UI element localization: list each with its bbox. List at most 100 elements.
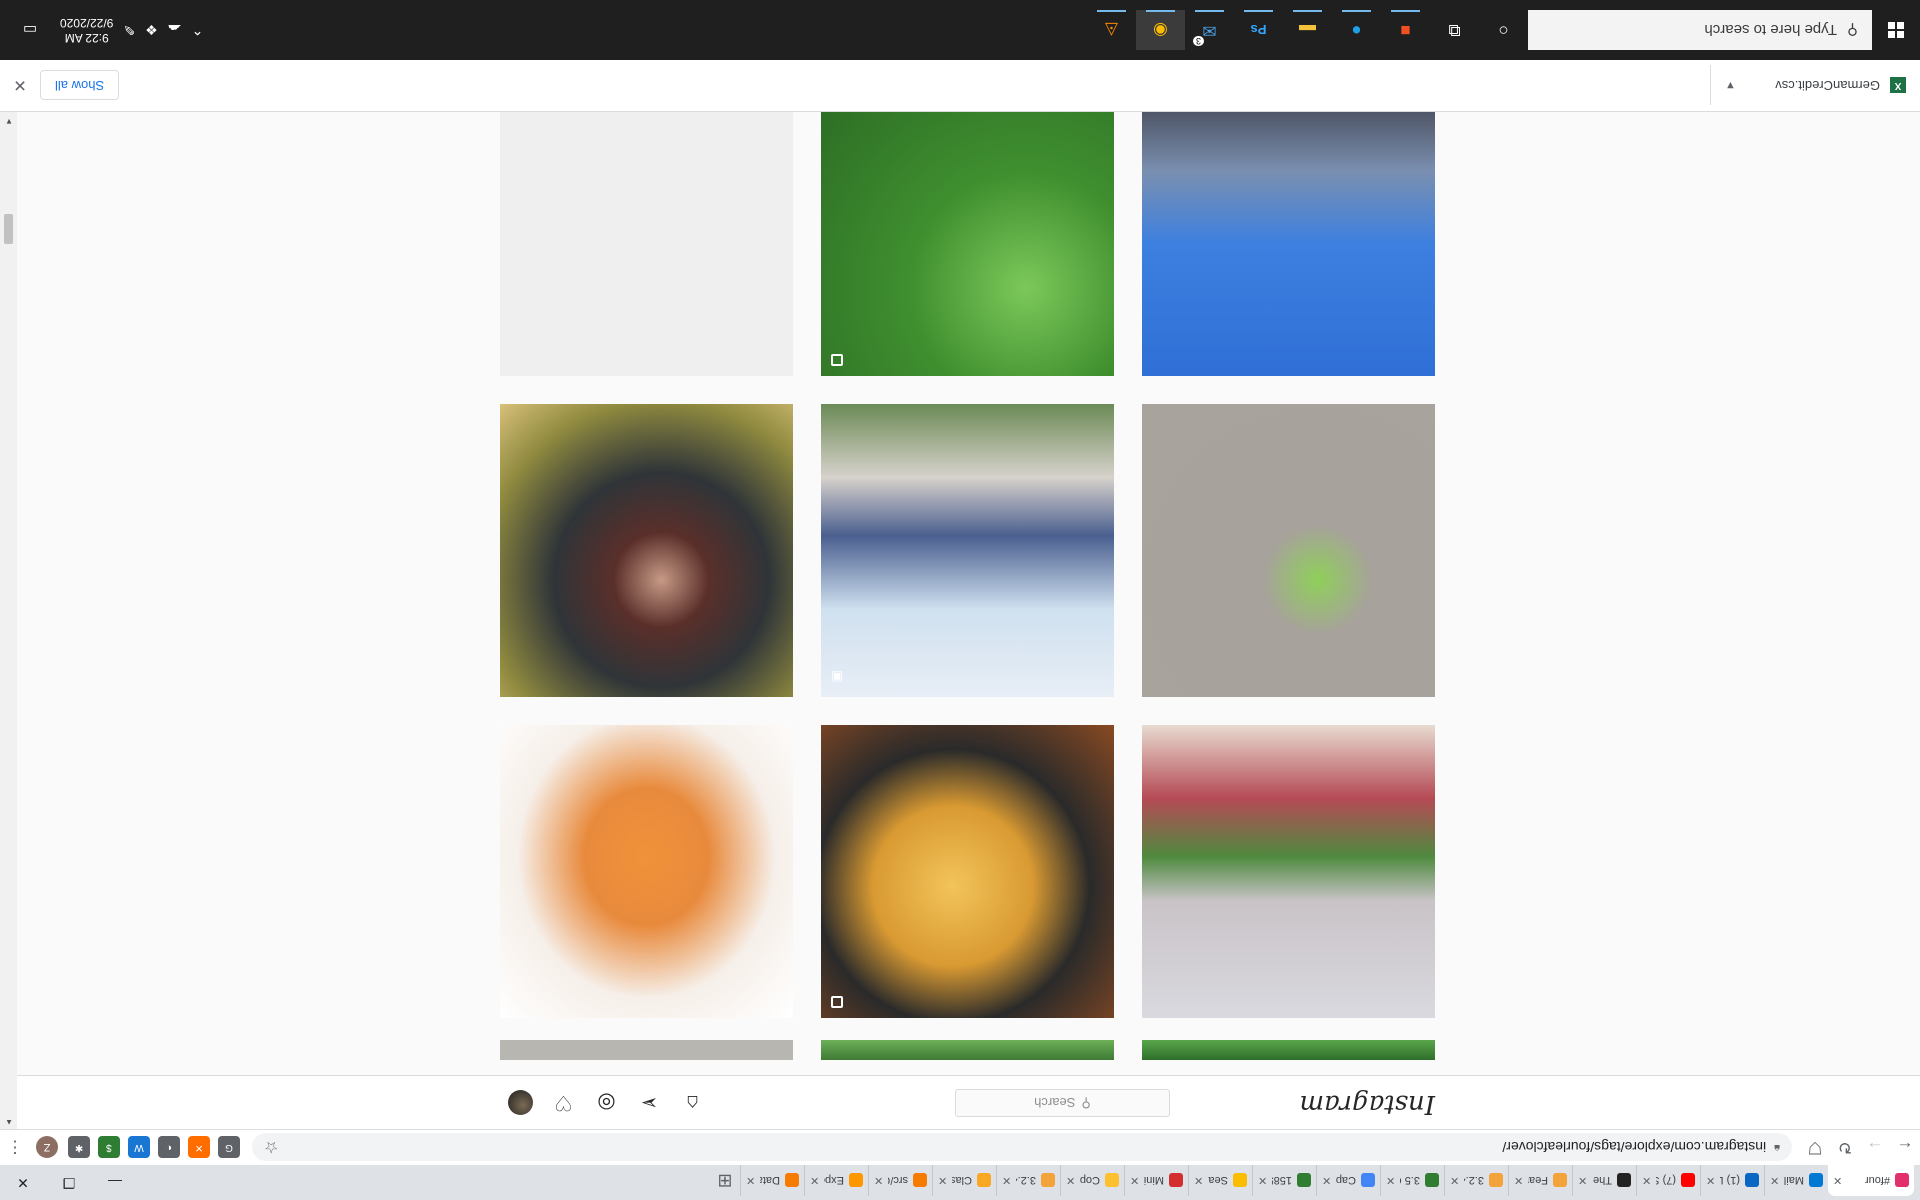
tab-close-icon[interactable]: ✕ — [1770, 1174, 1780, 1186]
blue-ext-icon[interactable]: W — [128, 1136, 150, 1159]
photoshop-icon[interactable]: Ps — [1234, 10, 1283, 50]
browser-tab[interactable]: 3.5 C ✕ — [1380, 1165, 1444, 1196]
file-explorer-icon[interactable]: ▬ — [1283, 10, 1332, 50]
tab-close-icon[interactable]: ✕ — [746, 1174, 756, 1186]
chrome-icon[interactable]: ◉ — [1136, 10, 1185, 50]
start-button[interactable] — [1872, 10, 1920, 50]
browser-tab[interactable]: Caps ✕ — [1316, 1165, 1380, 1196]
instagram-logo[interactable]: Instagram — [1299, 1089, 1435, 1119]
post-clover-with-flowers[interactable] — [821, 112, 1114, 376]
tab-close-icon[interactable]: ✕ — [1066, 1174, 1076, 1186]
profile-avatar[interactable]: Z — [36, 1136, 58, 1159]
browser-tab[interactable]: Featu ✕ — [1508, 1165, 1572, 1196]
tab-close-icon[interactable]: ✕ — [1706, 1174, 1716, 1186]
post-clover-patch-top-1[interactable] — [1142, 1040, 1435, 1060]
tab-close-icon[interactable]: ✕ — [810, 1174, 820, 1186]
tab-close-icon[interactable]: ✕ — [1258, 1174, 1268, 1186]
close-window-button[interactable]: ✕ — [17, 1175, 29, 1191]
taskbar-search-box[interactable]: ⚲ Type here to search — [1528, 10, 1872, 50]
tab-close-icon[interactable]: ✕ — [1514, 1174, 1524, 1186]
browser-tab[interactable]: 3.2.4. ✕ — [996, 1165, 1060, 1196]
browser-tab[interactable]: Mail ✕ — [1764, 1165, 1828, 1196]
post-three-clovers-on-concrete[interactable] — [1142, 404, 1435, 697]
browser-tab[interactable]: The I ✕ — [1572, 1165, 1636, 1196]
download-item[interactable]: X GermanCredit.csv ▼ — [1710, 65, 1920, 106]
scroll-down-arrow-icon[interactable]: ▼ — [5, 117, 13, 126]
instagram-search-input[interactable]: ⚲ Search — [955, 1089, 1170, 1117]
tab-close-icon[interactable]: ✕ — [1833, 1174, 1843, 1186]
tab-close-icon[interactable]: ✕ — [1002, 1174, 1012, 1186]
scrollbar-thumb[interactable] — [4, 214, 13, 244]
mail-icon[interactable]: ✉ 3 — [1185, 10, 1234, 50]
browser-tab[interactable]: 1585 ✕ — [1252, 1165, 1316, 1196]
puzzle-ext-icon[interactable]: ✱ — [68, 1136, 90, 1159]
tab-close-icon[interactable]: ✕ — [1194, 1174, 1204, 1186]
browser-tab[interactable]: Data ✕ — [740, 1165, 804, 1196]
tab-close-icon[interactable]: ✕ — [1642, 1174, 1652, 1186]
direct-icon[interactable]: ➢ — [640, 1091, 659, 1114]
page-scrollbar[interactable]: ▲ ▼ — [0, 112, 17, 1129]
post-child-in-beanie[interactable] — [500, 404, 793, 697]
browser-tab[interactable]: Expe ✕ — [804, 1165, 868, 1196]
task-view-icon[interactable]: ⧉ — [1448, 21, 1461, 40]
bookmark-star-icon[interactable]: ☆ — [264, 1138, 279, 1156]
address-bar[interactable]: 🔒︎ instagram.com/explore/tags/fourleafcl… — [252, 1133, 1792, 1162]
post-loading-placeholder[interactable] — [500, 112, 793, 376]
post-blue-car[interactable] — [1142, 112, 1435, 376]
explore-icon[interactable]: ◎ — [597, 1091, 616, 1114]
tab-close-icon[interactable]: ✕ — [1386, 1174, 1396, 1186]
office-icon[interactable]: ■ — [1381, 10, 1430, 50]
tab-close-icon[interactable]: ✕ — [938, 1174, 948, 1186]
onedrive-icon[interactable]: ☁ — [167, 22, 182, 39]
post-clovers-hanging-pot[interactable] — [1142, 725, 1435, 1018]
browser-tab[interactable]: Mini- ✕ — [1124, 1165, 1188, 1196]
browser-tab[interactable]: Copy ✕ — [1060, 1165, 1124, 1196]
home-icon[interactable]: ⌂ — [686, 1091, 699, 1115]
circle-ext-icon[interactable]: ◐ — [158, 1136, 180, 1159]
close-shelf-icon[interactable]: ✕ — [13, 76, 27, 94]
browser-tab[interactable]: 3.2.4. ✕ — [1444, 1165, 1508, 1196]
clock[interactable]: 9:22 AM 9/22/2020 — [60, 15, 113, 45]
post-honey-jars[interactable] — [500, 725, 793, 1018]
tab-close-icon[interactable]: ✕ — [874, 1174, 884, 1186]
window-controls: — ❐ ✕ — [0, 1165, 138, 1200]
minimize-button[interactable]: — — [108, 1174, 122, 1191]
reload-button[interactable]: ↻ — [1837, 1138, 1853, 1158]
tab-close-icon[interactable]: ✕ — [1130, 1174, 1140, 1186]
forward-button[interactable]: → — [1866, 1138, 1884, 1158]
browser-tab[interactable]: Searc ✕ — [1188, 1165, 1252, 1196]
chevron-down-icon[interactable]: ▼ — [1725, 79, 1736, 92]
new-tab-button[interactable]: ⊞ — [717, 1171, 733, 1191]
notifications-icon[interactable]: ▭ — [22, 21, 38, 38]
browser-tab[interactable]: src/C ✕ — [868, 1165, 932, 1196]
g-ext-icon[interactable]: G — [218, 1136, 240, 1159]
restore-button[interactable]: ❐ — [62, 1175, 76, 1191]
vlc-icon[interactable]: ◬ — [1087, 10, 1136, 50]
chevron-up-icon[interactable]: ⌃ — [191, 22, 204, 39]
menu-kebab-icon[interactable]: ⋮ — [6, 1138, 24, 1158]
orange-ext-icon[interactable]: ✕ — [188, 1136, 210, 1159]
cortana-icon[interactable]: ○ — [1498, 21, 1509, 40]
browser-tab[interactable]: (7) Su ✕ — [1636, 1165, 1700, 1196]
post-clover-patch-top-2[interactable] — [821, 1040, 1114, 1060]
green-ext-icon[interactable]: $ — [98, 1136, 120, 1159]
shield-icon[interactable]: ⛉ — [1808, 1138, 1822, 1158]
post-person-by-pool[interactable]: ▣ — [821, 404, 1114, 697]
activity-heart-icon[interactable]: ♡ — [554, 1091, 573, 1114]
tab-favicon-icon — [977, 1173, 991, 1188]
tab-close-icon[interactable]: ✕ — [1322, 1174, 1332, 1186]
post-gravel-top[interactable] — [500, 1040, 793, 1060]
browser-tab[interactable]: (1) Li ✕ — [1700, 1165, 1764, 1196]
tab-close-icon[interactable]: ✕ — [1578, 1174, 1588, 1186]
profile-icon[interactable] — [508, 1090, 533, 1115]
dropbox-icon[interactable]: ❖ — [145, 22, 158, 39]
edge-icon[interactable]: ● — [1332, 10, 1381, 50]
browser-tab[interactable]: #four ✕ — [1828, 1165, 1914, 1196]
back-button[interactable]: ← — [1896, 1138, 1914, 1158]
scroll-up-arrow-icon[interactable]: ▲ — [5, 1118, 13, 1127]
pen-icon[interactable]: ✎ — [123, 22, 136, 39]
post-mac-and-cheese[interactable] — [821, 725, 1114, 1018]
show-all-button[interactable]: Show all — [40, 70, 120, 101]
tab-close-icon[interactable]: ✕ — [1450, 1174, 1460, 1186]
browser-tab[interactable]: Class ✕ — [932, 1165, 996, 1196]
